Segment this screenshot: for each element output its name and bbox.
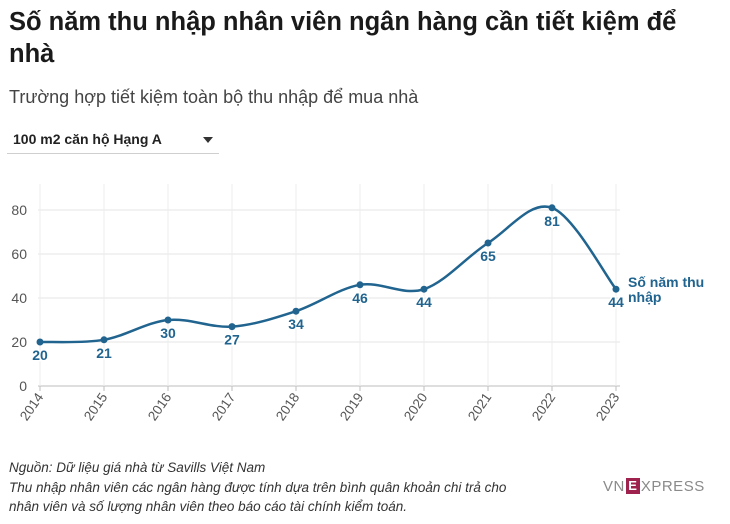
x-tick-label: 2017: [209, 390, 239, 423]
vnexpress-logo: VN E XPRESS: [603, 477, 705, 495]
data-point: [36, 338, 44, 346]
methodology-note-line-1: Thu nhập nhân viên các ngân hàng được tí…: [9, 480, 507, 495]
series-label: nhập: [628, 289, 661, 305]
y-tick-label: 40: [11, 290, 27, 306]
x-tick-label: 2020: [401, 390, 431, 423]
data-point: [292, 307, 300, 315]
data-point: [484, 239, 492, 247]
data-point: [548, 204, 556, 212]
x-tick-label: 2016: [145, 390, 175, 423]
chevron-down-icon: [203, 137, 213, 143]
data-label: 21: [96, 345, 112, 361]
data-label: 34: [288, 316, 304, 332]
x-tick-label: 2019: [337, 390, 367, 423]
data-point: [356, 281, 364, 289]
data-label: 46: [352, 290, 368, 306]
data-label: 27: [224, 332, 240, 348]
x-tick-label: 2018: [273, 390, 303, 423]
x-tick-label: 2015: [81, 390, 111, 423]
data-label: 44: [608, 294, 624, 310]
y-tick-label: 60: [11, 246, 27, 262]
source-note: Nguồn: Dữ liệu giá nhà từ Savills Việt N…: [9, 460, 266, 475]
data-label: 44: [416, 294, 432, 310]
series-label: Số năm thu: [628, 274, 704, 290]
data-label: 81: [544, 213, 560, 229]
data-point: [100, 336, 108, 344]
data-point: [228, 323, 236, 331]
x-tick-label: 2022: [529, 390, 559, 423]
data-point: [612, 285, 620, 293]
series-line: [39, 205, 617, 344]
dropdown-selected-value: 100 m2 căn hộ Hạng A: [13, 131, 162, 147]
data-label: 30: [160, 325, 176, 341]
y-tick-label: 80: [11, 202, 27, 218]
x-axis-ticks: 2014 2015 2016 2017 2018 2019 2020 2021 2022 2023: [17, 386, 623, 424]
housing-type-dropdown[interactable]: 100 m2 căn hộ Hạng A: [7, 125, 219, 154]
y-axis-ticks: 0 20 40 60 80: [11, 202, 27, 394]
data-labels: 20 21 30 27 34 46 44 65 81 44: [31, 211, 626, 364]
data-point: [164, 316, 172, 324]
data-points: [36, 204, 620, 346]
x-tick-label: 2021: [465, 390, 495, 423]
y-tick-label: 0: [19, 378, 27, 394]
series-lines: [39, 205, 617, 344]
chart-title: Số năm thu nhập nhân viên ngân hàng cần …: [9, 8, 677, 68]
chart-subtitle: Trường hợp tiết kiệm toàn bộ thu nhập để…: [9, 87, 419, 107]
data-label: 65: [480, 248, 496, 264]
x-tick-label: 2014: [17, 390, 47, 424]
data-point: [420, 285, 428, 293]
data-label: 20: [32, 347, 48, 363]
x-tick-label: 2023: [593, 390, 623, 423]
y-tick-label: 20: [11, 334, 27, 350]
methodology-note-line-2: nhân viên và số lượng nhân viên theo báo…: [9, 499, 407, 514]
gridlines: [38, 184, 620, 387]
